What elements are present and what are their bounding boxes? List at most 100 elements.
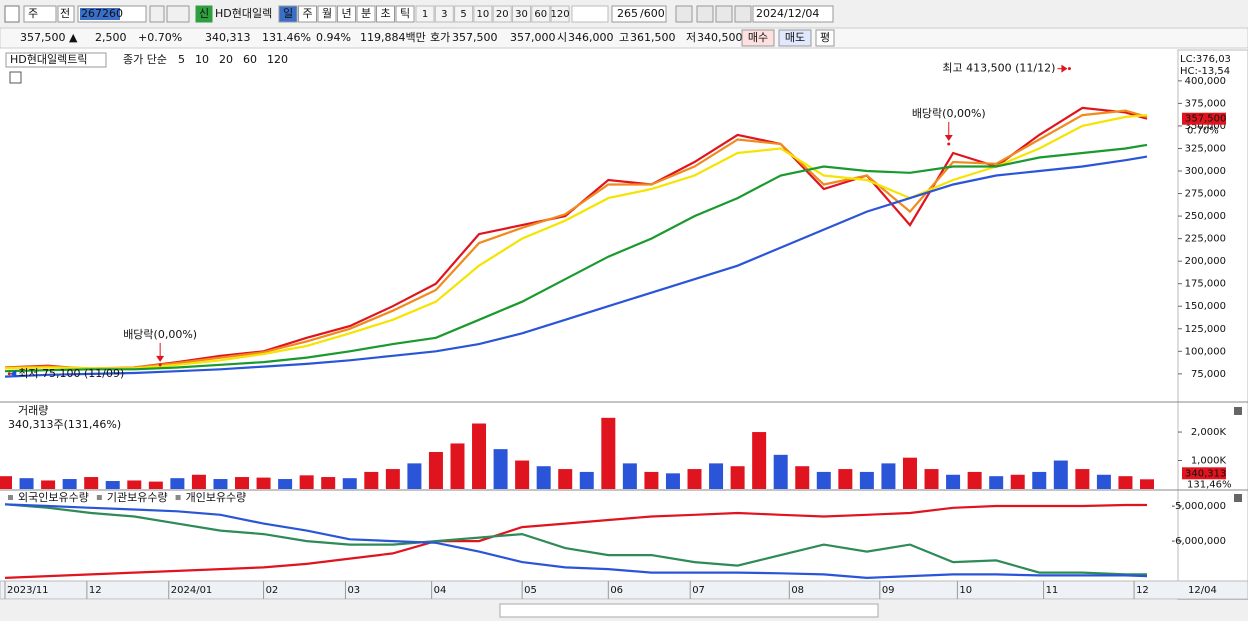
close-icon[interactable] <box>1234 494 1242 502</box>
volume-bar <box>752 432 767 489</box>
x-tick-label: 02 <box>266 585 279 596</box>
button[interactable] <box>149 5 165 23</box>
annotation: 최저 75,100 (11/09) <box>18 367 124 380</box>
arrow-head <box>944 134 953 141</box>
quote-open-label: 시 <box>557 31 567 44</box>
count: 265 <box>617 7 638 20</box>
quote-amount: 119,884백만 <box>360 31 426 44</box>
annotation-point <box>7 372 11 376</box>
scroll-thumb[interactable] <box>499 603 879 618</box>
volume-bar <box>1140 479 1154 489</box>
button[interactable] <box>492 5 512 23</box>
quote-low: 340,500 <box>697 31 743 44</box>
volume-bar <box>256 477 271 489</box>
button[interactable] <box>741 29 775 47</box>
y-tick-label: 175,000 <box>1185 279 1226 290</box>
volume-bar <box>924 469 939 489</box>
button[interactable] <box>278 5 298 23</box>
button[interactable] <box>317 5 337 23</box>
chart-subtitle: 종가 단순 <box>123 53 167 66</box>
volume-bar <box>428 451 443 489</box>
button[interactable] <box>166 5 190 23</box>
button[interactable] <box>376 5 395 23</box>
quote-buy: 매수 <box>748 31 768 44</box>
y-tick-label: 75,000 <box>1191 369 1226 380</box>
y-tick-label: 325,000 <box>1185 143 1226 154</box>
volume-bar <box>644 471 659 489</box>
button <box>611 5 667 23</box>
panel-subtitle: 340,313주(131,46%) <box>8 418 121 431</box>
annotation-point <box>947 142 951 146</box>
close-icon[interactable] <box>1234 407 1242 415</box>
period-button: 초 <box>380 7 390 20</box>
period-button: 주 <box>302 7 312 20</box>
quote-low-label: 저 <box>686 31 696 44</box>
button[interactable] <box>675 5 693 23</box>
volume-bar <box>41 480 56 489</box>
button[interactable] <box>57 5 75 23</box>
volume-bar <box>558 469 573 489</box>
button[interactable] <box>415 5 435 23</box>
grid-icon[interactable] <box>9 71 22 84</box>
lc-label: LC:376,03 <box>1180 54 1231 65</box>
right-axis-bg <box>1177 49 1248 601</box>
interval-button: 10 <box>477 9 490 20</box>
quote-avg: 평 <box>820 31 830 44</box>
x-tick-label: 11 <box>1046 585 1059 596</box>
button[interactable] <box>734 5 752 23</box>
button[interactable] <box>356 5 376 23</box>
button[interactable] <box>473 5 493 23</box>
interval-button: 3 <box>441 9 447 20</box>
volume-bar <box>62 479 77 489</box>
volume-bar <box>278 479 293 489</box>
button[interactable] <box>778 29 812 47</box>
volume-bar <box>299 475 314 489</box>
button[interactable] <box>4 5 20 23</box>
volume-bar <box>579 471 594 489</box>
button[interactable] <box>512 5 531 23</box>
quote-bar-bg <box>0 27 1248 49</box>
quote-volume-pct: 131.46% <box>262 31 311 44</box>
badge: 신 <box>199 7 209 20</box>
button[interactable] <box>696 5 714 23</box>
date: 2024/12/04 <box>756 7 819 20</box>
volume-bar <box>515 460 530 489</box>
button[interactable] <box>434 5 454 23</box>
series-line <box>4 114 1148 370</box>
button[interactable] <box>531 5 551 23</box>
last-volume-pct: 131,46% <box>1187 479 1232 490</box>
button[interactable] <box>454 5 474 23</box>
y-tick-label: 300,000 <box>1185 166 1226 177</box>
volume-bar <box>1118 476 1133 489</box>
y-tick-label: 200,000 <box>1185 256 1226 267</box>
x-tick-label: 2024/01 <box>171 585 213 596</box>
legend-entry: 120 <box>267 53 288 66</box>
volume-bar <box>902 457 917 489</box>
legend-entry: 5 <box>178 53 185 66</box>
legend-entry: 60 <box>243 53 257 66</box>
interval-button: 20 <box>496 9 509 20</box>
button[interactable] <box>815 29 835 47</box>
series-line <box>4 143 1148 373</box>
last-price: 357,500 <box>1185 114 1226 125</box>
button[interactable] <box>298 5 317 23</box>
chart-title: HD현대일렉트릭 <box>10 52 87 66</box>
period-button: 틱 <box>400 7 410 20</box>
stock-name: HD현대일렉 <box>215 6 272 20</box>
volume-bar <box>19 478 34 489</box>
volume-bar <box>1075 469 1090 489</box>
volume-bar <box>105 481 120 489</box>
button[interactable] <box>571 5 609 23</box>
button[interactable] <box>23 5 57 23</box>
button[interactable] <box>337 5 356 23</box>
button[interactable] <box>715 5 733 23</box>
button[interactable] <box>550 5 570 23</box>
button[interactable] <box>752 5 834 23</box>
interval-button: 1 <box>422 9 428 20</box>
volume-bar <box>1010 474 1025 489</box>
y-tick-label: 225,000 <box>1185 234 1226 245</box>
x-tick-label: 09 <box>882 585 895 596</box>
button[interactable] <box>395 5 415 23</box>
volume-bar <box>213 479 228 489</box>
y-tick-label: -6,000,000 <box>1171 536 1226 547</box>
